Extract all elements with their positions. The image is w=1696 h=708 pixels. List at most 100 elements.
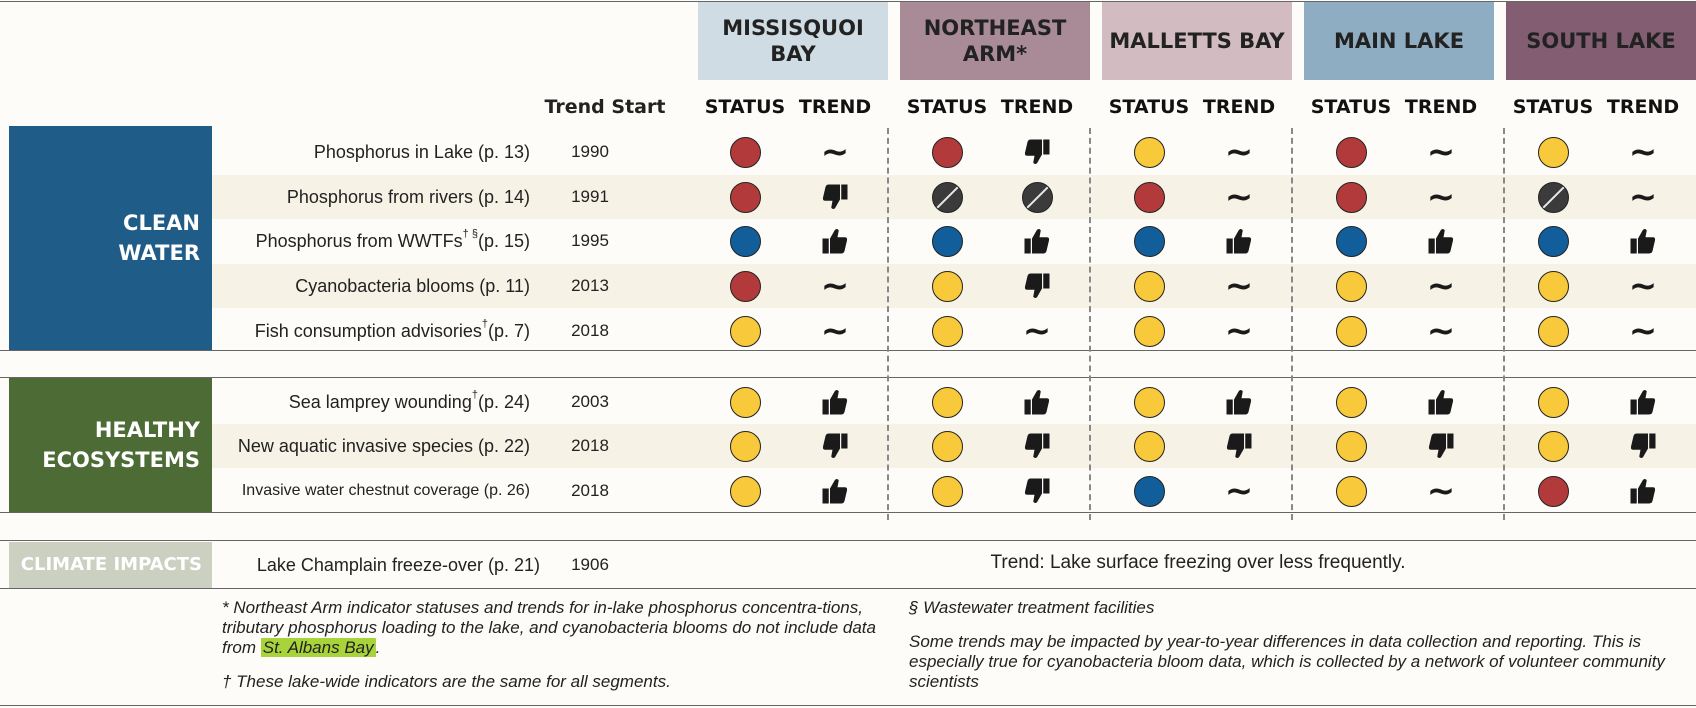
indicator-label: Phosphorus in Lake (p. 13): [313, 141, 530, 162]
status-yellow-icon: [931, 386, 963, 418]
thumbs-up-icon: [1628, 476, 1658, 506]
status-yellow-icon: [1537, 430, 1569, 462]
status-yellow-icon: [1335, 386, 1367, 418]
trend-column-header: TREND: [1404, 96, 1478, 118]
trend-flat-icon: ~: [1224, 177, 1254, 217]
status-yellow-icon: [729, 430, 761, 462]
status-red-icon: [729, 136, 761, 168]
trend-flat-icon: ~: [1022, 311, 1052, 351]
status-red-icon: [729, 181, 761, 213]
indicator-label: Fish consumption advisories † (p. 7): [254, 318, 530, 341]
section-rule: [0, 588, 1696, 589]
thumbs-down-icon: [1022, 431, 1052, 461]
status-red-icon: [729, 270, 761, 302]
indicator-label: New aquatic invasive species (p. 22): [237, 435, 530, 456]
status-yellow-icon: [1133, 430, 1165, 462]
trend-flat-icon: ~: [1224, 266, 1254, 306]
trend-start-year: 2003: [571, 392, 609, 411]
status-yellow-icon: [1133, 270, 1165, 302]
indicator-row: Phosphorus from rivers (p. 14) 1991 ~ ~ ~: [212, 175, 1696, 219]
thumbs-down-icon: [1628, 431, 1658, 461]
section-rule: [0, 377, 1696, 378]
segment-separator: [1503, 128, 1505, 520]
climate-indicator-label: Lake Champlain freeze-over (p. 21): [256, 554, 540, 575]
trend-flat-icon: ~: [1426, 132, 1456, 172]
thumbs-down-icon: [1022, 137, 1052, 167]
status-blue-icon: [1133, 475, 1165, 507]
status-red-icon: [931, 136, 963, 168]
thumbs-down-icon: [1224, 431, 1254, 461]
trend-flat-icon: ~: [820, 266, 850, 306]
status-red-icon: [1335, 136, 1367, 168]
trend-flat-icon: ~: [1224, 471, 1254, 511]
status-yellow-icon: [1335, 475, 1367, 507]
indicator-row: Phosphorus in Lake (p. 13) 1990 ~ ~ ~ ~: [212, 130, 1696, 174]
indicator-row: Fish consumption advisories † (p. 7) 2018 ~…: [212, 309, 1696, 353]
thumbs-up-icon: [820, 476, 850, 506]
indicator-label: Cyanobacteria blooms (p. 11): [295, 275, 530, 296]
bottom-rule: [0, 705, 1696, 706]
status-not-assessed-icon: [931, 181, 963, 213]
segment-separator: [1291, 128, 1293, 520]
indicator-row: Invasive water chestnut coverage (p. 26)…: [212, 469, 1696, 513]
indicator-label: Sea lamprey wounding † (p. 24): [288, 389, 530, 412]
thumbs-up-icon: [1628, 387, 1658, 417]
trend-flat-icon: ~: [1224, 311, 1254, 351]
trend-start-year: 1991: [571, 187, 609, 206]
segment-header-malletts: MALLETTS BAY: [1102, 2, 1292, 80]
climate-trend-start: 1906: [571, 555, 609, 574]
thumbs-up-icon: [1022, 226, 1052, 256]
trend-flat-icon: ~: [1426, 471, 1456, 511]
category-clean-water: CLEAN WATER: [9, 126, 212, 350]
status-yellow-icon: [729, 475, 761, 507]
trend-start-year: 1990: [571, 142, 609, 161]
section-rule: [0, 512, 1696, 513]
footnote-northeast-arm: * Northeast Arm indicator statuses and t…: [222, 598, 876, 657]
status-yellow-icon: [1133, 386, 1165, 418]
status-yellow-icon: [1537, 386, 1569, 418]
footnote-dagger: † These lake-wide indicators are the sam…: [222, 672, 671, 691]
trend-flat-icon: ~: [1224, 132, 1254, 172]
thumbs-up-icon: [1628, 226, 1658, 256]
status-red-icon: [1335, 181, 1367, 213]
trend-flat-icon: ~: [1628, 311, 1658, 351]
segment-separator: [1089, 128, 1091, 520]
section-rule: [0, 350, 1696, 351]
category-climate-impacts: CLIMATE IMPACTS: [9, 542, 212, 588]
status-yellow-icon: [1133, 315, 1165, 347]
status-column-header: STATUS: [1512, 96, 1594, 118]
thumbs-up-icon: [1224, 226, 1254, 256]
indicator-row: Cyanobacteria blooms (p. 11) 2013 ~ ~ ~ ~: [212, 264, 1696, 308]
indicator-label: Phosphorus from WWTFs † § (p. 15): [255, 228, 530, 251]
trend-flat-icon: ~: [1628, 177, 1658, 217]
section-rule: [0, 540, 1696, 541]
status-yellow-icon: [1335, 315, 1367, 347]
trend-flat-icon: ~: [1426, 177, 1456, 217]
status-yellow-icon: [1133, 136, 1165, 168]
indicator-label: Invasive water chestnut coverage (p. 26): [241, 482, 530, 499]
status-yellow-icon: [931, 430, 963, 462]
thumbs-down-icon: [820, 182, 850, 212]
segment-separator: [887, 128, 889, 520]
status-blue-icon: [1537, 225, 1569, 257]
thumbs-up-icon: [1022, 387, 1052, 417]
thumbs-down-icon: [1426, 431, 1456, 461]
trend-flat-icon: ~: [820, 311, 850, 351]
thumbs-up-icon: [820, 387, 850, 417]
status-red-icon: [1537, 475, 1569, 507]
thumbs-up-icon: [1224, 387, 1254, 417]
status-not-assessed-icon: [1537, 181, 1569, 213]
trend-flat-icon: ~: [1426, 266, 1456, 306]
trend-flat-icon: ~: [1628, 132, 1658, 172]
indicator-label: Phosphorus from rivers (p. 14): [286, 186, 530, 207]
highlighted-text: St. Albans Bay: [260, 638, 376, 657]
status-column-header: STATUS: [704, 96, 786, 118]
status-yellow-icon: [1537, 315, 1569, 347]
status-yellow-icon: [729, 315, 761, 347]
thumbs-up-icon: [820, 226, 850, 256]
status-blue-icon: [1133, 225, 1165, 257]
status-column-header: STATUS: [906, 96, 988, 118]
footnote-section: § Wastewater treatment facilities: [909, 598, 1155, 617]
trend-flat-icon: ~: [1426, 311, 1456, 351]
trend-start-year: 2018: [571, 436, 609, 455]
